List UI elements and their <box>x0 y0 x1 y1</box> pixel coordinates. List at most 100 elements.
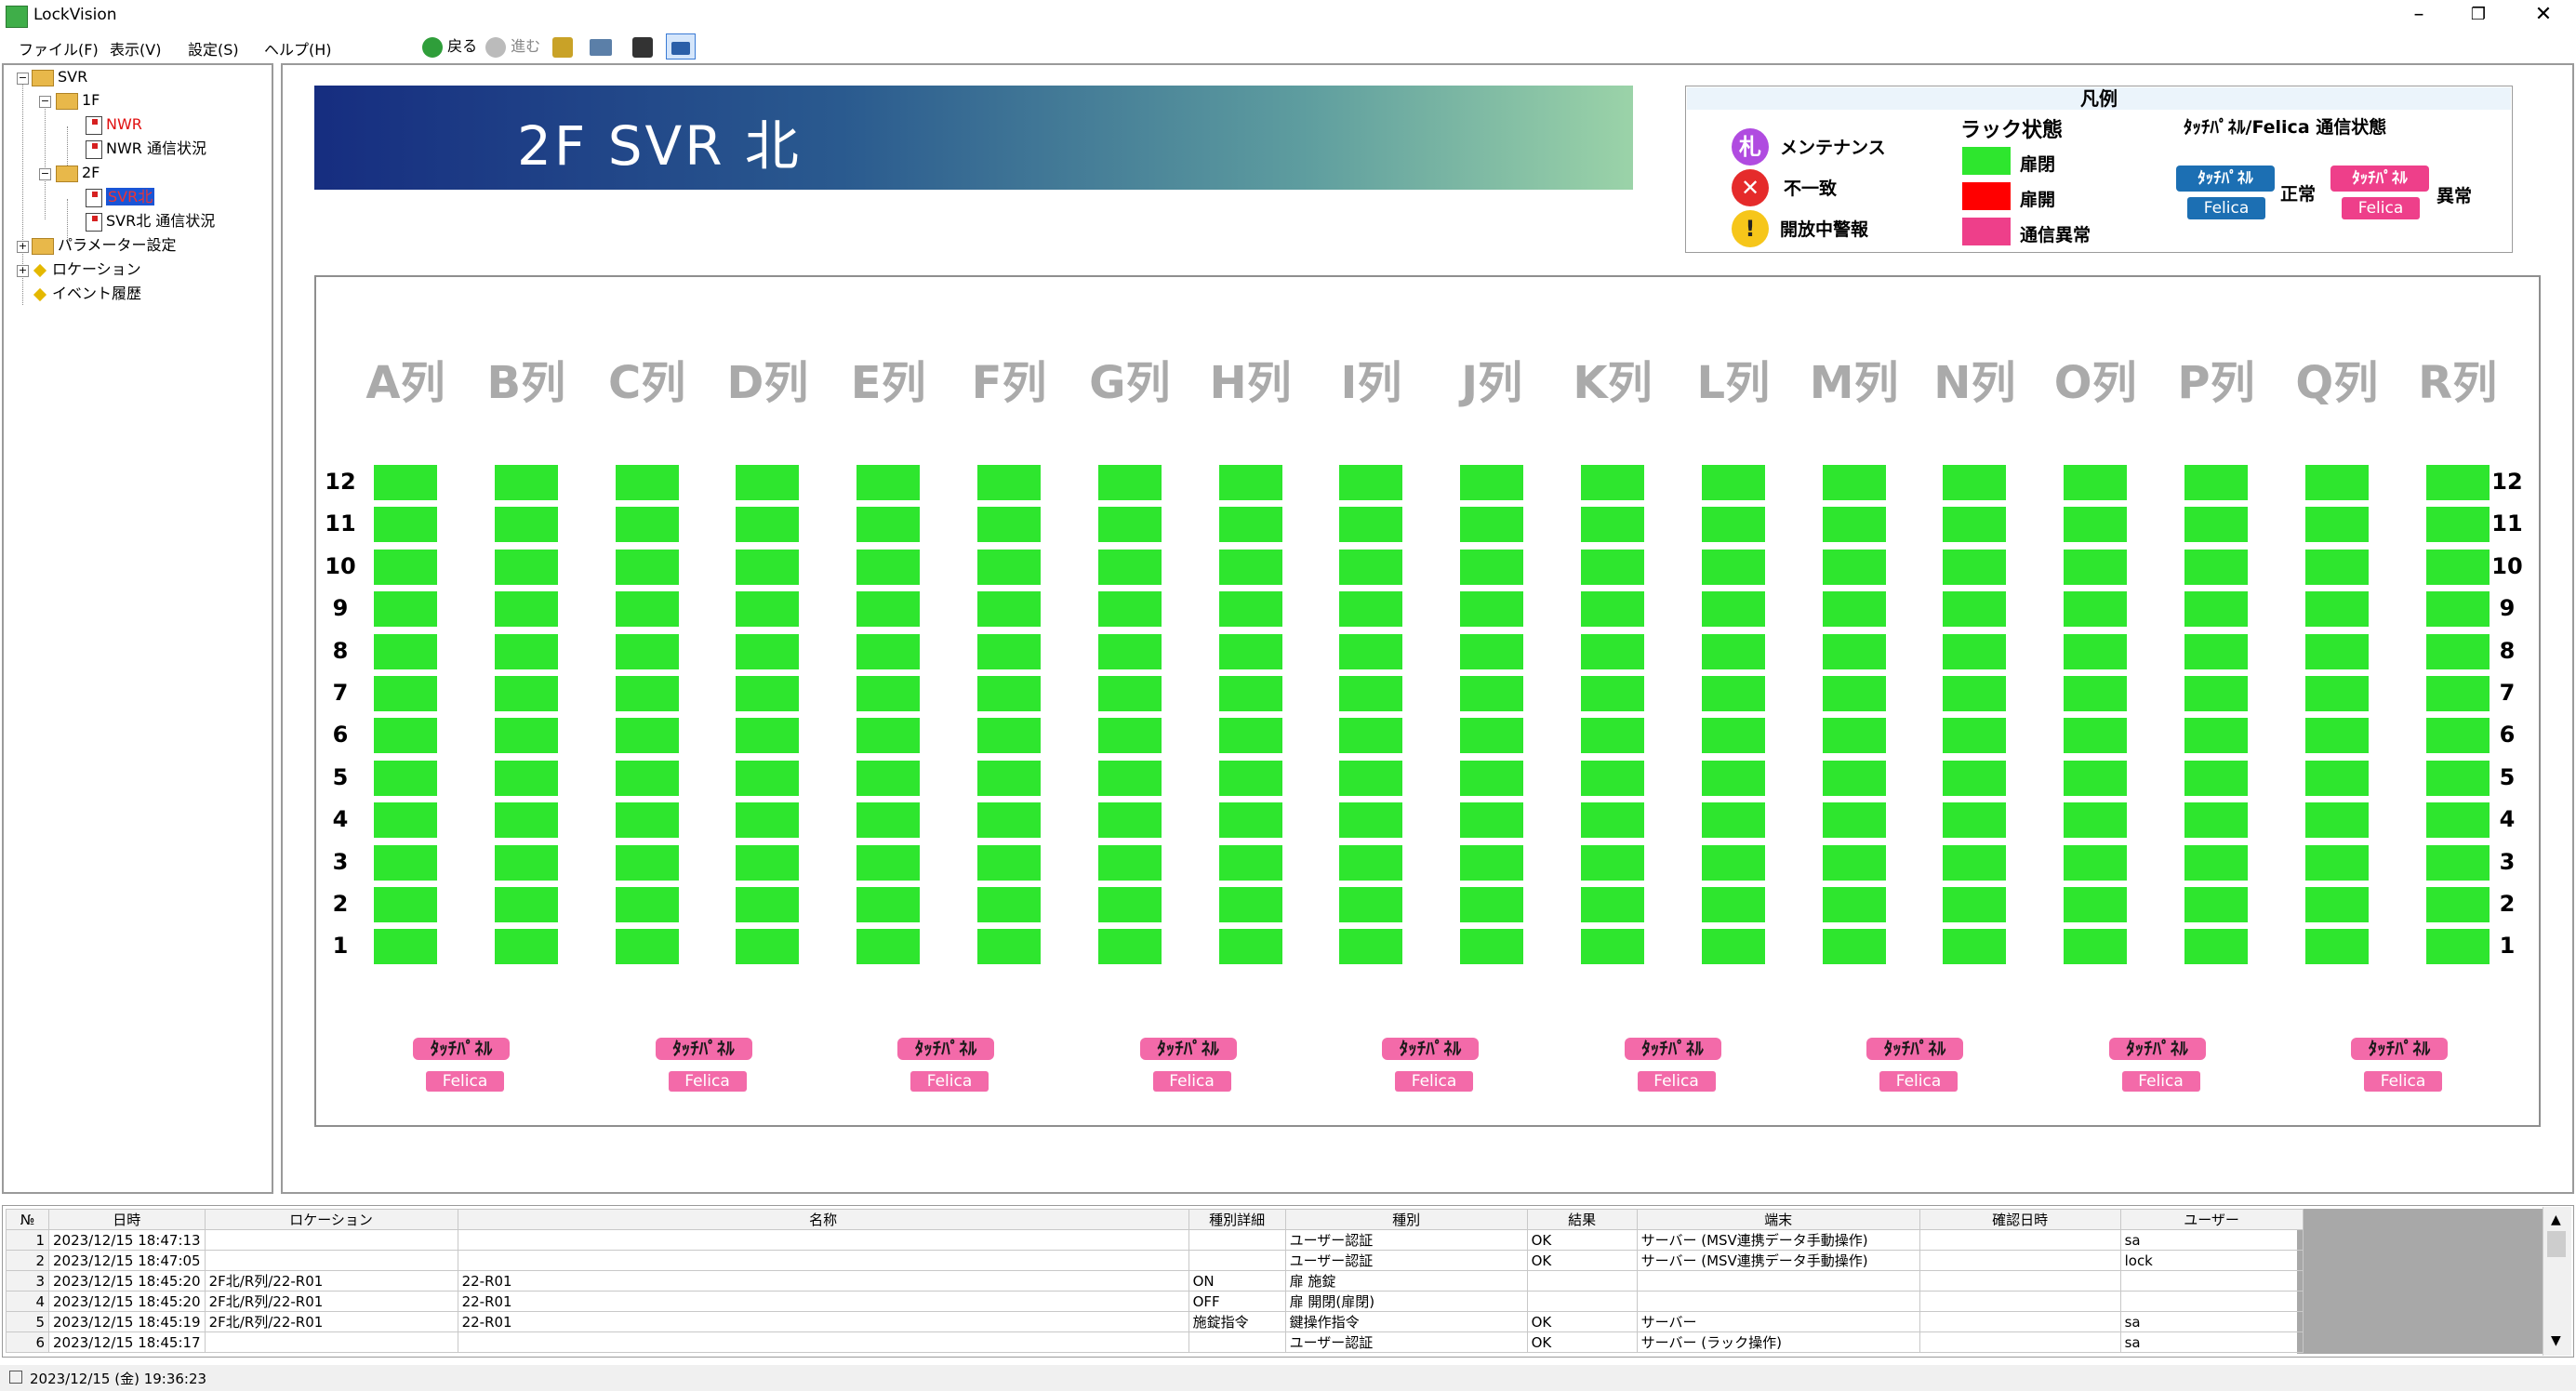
rack-unit[interactable] <box>2064 929 2128 965</box>
rack-unit[interactable] <box>1097 591 1162 628</box>
rack-unit[interactable] <box>977 887 1041 922</box>
tree-item-params[interactable]: パラメーター設定 <box>32 235 177 256</box>
rack-unit[interactable] <box>977 549 1041 585</box>
rack-unit[interactable] <box>1339 929 1403 965</box>
tree-item-svr[interactable]: SVR <box>32 67 87 87</box>
rack-unit[interactable] <box>615 465 679 500</box>
rack-unit[interactable] <box>856 591 921 628</box>
rack-unit[interactable] <box>736 844 800 881</box>
log-column-header[interactable]: 種別 <box>1284 1209 1528 1230</box>
rack-unit[interactable] <box>2064 844 2128 881</box>
screen-button[interactable] <box>590 33 612 60</box>
rack-unit[interactable] <box>2064 802 2128 839</box>
rack-unit[interactable] <box>1581 676 1644 711</box>
touch-panel-badge[interactable]: ﾀｯﾁﾊﾟﾈﾙ <box>2108 1038 2206 1060</box>
rack-unit[interactable] <box>2064 760 2128 796</box>
touch-panel-badge[interactable]: ﾀｯﾁﾊﾟﾈﾙ <box>1139 1038 1237 1060</box>
rack-unit[interactable] <box>2425 507 2490 543</box>
rack-unit[interactable] <box>1581 929 1644 965</box>
scroll-up-icon[interactable]: ▲ <box>2551 1212 2561 1227</box>
rack-unit[interactable] <box>977 718 1041 754</box>
rack-unit[interactable] <box>2184 718 2248 754</box>
rack-unit[interactable] <box>1581 549 1644 585</box>
rack-unit[interactable] <box>2304 633 2369 669</box>
rack-unit[interactable] <box>1339 802 1403 839</box>
rack-unit[interactable] <box>1581 802 1644 839</box>
rack-unit[interactable] <box>856 633 921 669</box>
rack-unit[interactable] <box>1460 507 1524 543</box>
rack-unit[interactable] <box>494 507 558 543</box>
rack-unit[interactable] <box>856 844 921 881</box>
rack-unit[interactable] <box>2184 591 2248 628</box>
felica-badge[interactable]: Felica <box>1637 1071 1716 1092</box>
rack-unit[interactable] <box>2064 549 2128 585</box>
rack-unit[interactable] <box>736 465 800 500</box>
rack-unit[interactable] <box>1581 465 1644 500</box>
rack-unit[interactable] <box>1218 591 1282 628</box>
log-row[interactable]: 2 2023/12/15 18:47:05 ユーザー認証 OK サーバー (MSV連携デ… <box>6 1250 2304 1271</box>
rack-unit[interactable] <box>374 844 437 881</box>
rack-unit[interactable] <box>2064 633 2128 669</box>
touch-panel-badge[interactable]: ﾀｯﾁﾊﾟﾈﾙ <box>655 1038 752 1060</box>
rack-unit[interactable] <box>1339 633 1403 669</box>
rack-unit[interactable] <box>856 718 921 754</box>
rack-unit[interactable] <box>856 760 921 796</box>
rack-unit[interactable] <box>1460 718 1524 754</box>
rack-unit[interactable] <box>2184 465 2248 500</box>
rack-unit[interactable] <box>1822 633 1886 669</box>
rack-unit[interactable] <box>1097 507 1162 543</box>
tree-item-2f[interactable]: 2F <box>56 163 100 183</box>
felica-badge[interactable]: Felica <box>2364 1071 2442 1092</box>
tree-item-events[interactable]: イベント履歴 <box>32 284 141 304</box>
rack-unit[interactable] <box>977 760 1041 796</box>
rack-unit[interactable] <box>2304 887 2369 922</box>
rack-unit[interactable] <box>1097 844 1162 881</box>
rack-unit[interactable] <box>736 676 800 711</box>
rack-unit[interactable] <box>1822 549 1886 585</box>
params-expand-toggle[interactable]: + <box>17 240 29 253</box>
touch-panel-badge[interactable]: ﾀｯﾁﾊﾟﾈﾙ <box>897 1038 994 1060</box>
rack-unit[interactable] <box>2184 844 2248 881</box>
rack-unit[interactable] <box>1943 676 2007 711</box>
rack-unit[interactable] <box>2184 676 2248 711</box>
rack-unit[interactable] <box>494 802 558 839</box>
menu-view[interactable]: 表示(V) <box>110 41 162 59</box>
rack-unit[interactable] <box>1218 929 1282 965</box>
rack-unit[interactable] <box>1097 549 1162 585</box>
log-row[interactable]: 6 2023/12/15 18:45:17 ユーザー認証 OK サーバー (ラック操作)… <box>6 1331 2304 1353</box>
rack-unit[interactable] <box>977 929 1041 965</box>
rack-unit[interactable] <box>1460 591 1524 628</box>
rack-unit[interactable] <box>494 929 558 965</box>
rack-unit[interactable] <box>374 591 437 628</box>
rack-unit[interactable] <box>1943 760 2007 796</box>
rack-unit[interactable] <box>1701 465 1765 500</box>
rack-unit[interactable] <box>2425 844 2490 881</box>
root-collapse-toggle[interactable]: − <box>17 72 29 85</box>
rack-unit[interactable] <box>1218 465 1282 500</box>
rack-unit[interactable] <box>1943 465 2007 500</box>
rack-unit[interactable] <box>1822 676 1886 711</box>
rack-unit[interactable] <box>1581 633 1644 669</box>
rack-unit[interactable] <box>1097 465 1162 500</box>
scroll-down-icon[interactable]: ▼ <box>2551 1333 2561 1348</box>
rack-unit[interactable] <box>1460 887 1524 922</box>
rack-unit[interactable] <box>1339 676 1403 711</box>
rack-unit[interactable] <box>2425 549 2490 585</box>
rack-unit[interactable] <box>736 929 800 965</box>
rack-unit[interactable] <box>2304 929 2369 965</box>
log-row[interactable]: 1 2023/12/15 18:47:13 ユーザー認証 OK サーバー (MSV連携デ… <box>6 1229 2304 1251</box>
rack-unit[interactable] <box>977 591 1041 628</box>
felica-badge[interactable]: Felica <box>910 1071 989 1092</box>
rack-unit[interactable] <box>1097 718 1162 754</box>
rack-unit[interactable] <box>494 676 558 711</box>
rack-unit[interactable] <box>2184 802 2248 839</box>
rack-unit[interactable] <box>2304 507 2369 543</box>
rack-unit[interactable] <box>2304 549 2369 585</box>
tree-item-nwr-comm[interactable]: NWR 通信状況 <box>86 139 206 159</box>
rack-unit[interactable] <box>1218 760 1282 796</box>
rack-unit[interactable] <box>1943 549 2007 585</box>
rack-unit[interactable] <box>1339 549 1403 585</box>
rack-unit[interactable] <box>2304 465 2369 500</box>
rack-unit[interactable] <box>494 760 558 796</box>
rack-unit[interactable] <box>1097 633 1162 669</box>
